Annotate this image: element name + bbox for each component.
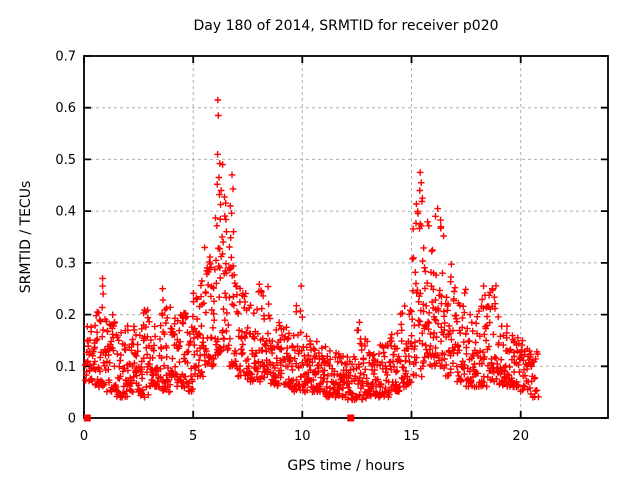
grid-lines [84, 56, 608, 418]
zero-square-marker [83, 414, 91, 422]
x-tick-label: 20 [512, 429, 529, 444]
zero-point-markers [83, 414, 355, 422]
x-tick-label: 15 [403, 429, 420, 444]
x-axis-label: GPS time / hours [287, 458, 404, 474]
y-axis-label: SRMTID / TECUs [18, 181, 34, 294]
y-tick-label: 0 [68, 412, 76, 427]
chart-title: Day 180 of 2014, SRMTID for receiver p02… [193, 18, 498, 34]
y-tick-label: 0.5 [55, 153, 76, 168]
y-tick-label: 0.4 [55, 205, 76, 220]
y-tick-label: 0.6 [55, 101, 76, 116]
plot-border [83, 55, 609, 419]
y-tick-label: 0.7 [55, 50, 76, 65]
y-tick-label: 0.3 [55, 256, 76, 271]
x-tick-label: 10 [294, 429, 311, 444]
zero-square-marker [347, 414, 355, 422]
x-tick-label: 5 [189, 429, 197, 444]
y-tick-label: 0.2 [55, 308, 76, 323]
scatter-data-points [81, 96, 542, 404]
y-tick-labels: 0 0.1 0.2 0.3 0.4 0.5 0.6 0.7 [55, 50, 76, 427]
x-tick-label: 0 [80, 429, 88, 444]
x-tick-labels: 0 5 10 15 20 [80, 429, 529, 444]
y-tick-label: 0.1 [55, 360, 76, 375]
